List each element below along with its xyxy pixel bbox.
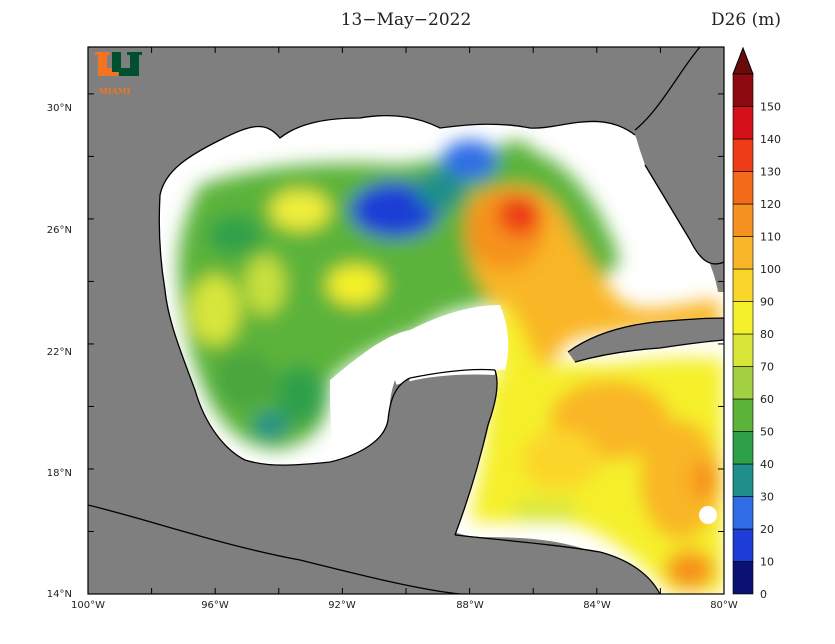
colorbar-tick-label: 80 [760,328,774,341]
lon-tick-label: 92°W [328,600,356,611]
lon-tick-label: 80°W [710,600,738,611]
colorbar-tick-label: 120 [760,198,781,211]
lat-tick-label: 26°N [47,225,72,236]
lon-tick-label: 84°W [583,600,611,611]
lon-tick-label: 88°W [456,600,484,611]
lon-tick-label: 96°W [201,600,229,611]
tick-marks [87,47,725,595]
d26-field [178,140,724,594]
colorbar-swatch [732,203,754,237]
colorbar-tick-label: 30 [760,491,774,504]
colorbar-overflow-arrow [732,46,754,75]
lon-tick-labels: 100°W 96°W 92°W 88°W 84°W 80°W [71,600,738,611]
colorbar-swatch [732,236,754,270]
colorbar-tick-label: 130 [760,166,781,179]
colorbar-swatch [732,528,754,562]
colorbar: 0 10 20 30 40 50 60 70 80 90 100 110 120 130 140 150 [732,46,781,601]
map-title: 13−May−2022 [341,10,472,30]
colorbar-swatch [732,431,754,465]
colorbar-swatch [732,333,754,367]
lat-tick-label: 18°N [47,468,72,479]
colorbar-tick-label: 90 [760,296,774,309]
colorbar-swatch [732,73,754,107]
lon-tick-label: 100°W [71,600,105,611]
colorbar-tick-label: 60 [760,393,774,406]
logo-text: MIAMI [99,86,131,96]
colorbar-swatch [732,106,754,140]
colorbar-tick-label: 20 [760,523,774,536]
units-label: D26 (m) [711,10,781,30]
colorbar-swatch [732,561,754,595]
lat-tick-label: 22°N [47,347,72,358]
colorbar-tick-label: 50 [760,426,774,439]
colorbar-tick-label: 0 [760,588,767,601]
colorbar-tick-label: 40 [760,458,774,471]
colorbar-tick-label: 110 [760,231,781,244]
colorbar-tick-label: 140 [760,133,781,146]
florida-land [635,47,724,264]
colorbar-swatch [732,301,754,335]
lat-tick-label: 14°N [47,589,72,600]
lat-tick-labels: 14°N 18°N 22°N 26°N 30°N [47,103,72,600]
colorbar-tick-label: 10 [760,556,774,569]
us-coast-land [88,47,724,540]
central-america-land [88,505,460,594]
university-logo: MIAMI [95,52,142,96]
colorbar-swatch [732,138,754,172]
colorbar-swatch [732,171,754,205]
colorbar-tick-label: 70 [760,361,774,374]
colorbar-swatch [732,463,754,497]
colorbar-tick-label: 100 [760,263,781,276]
colorbar-swatch [732,398,754,432]
lat-tick-label: 30°N [47,103,72,114]
colorbar-swatch [732,366,754,400]
colorbar-swatch [732,268,754,302]
coastlines [88,47,724,594]
colorbar-swatch [732,496,754,530]
colorbar-tick-label: 150 [760,101,781,114]
